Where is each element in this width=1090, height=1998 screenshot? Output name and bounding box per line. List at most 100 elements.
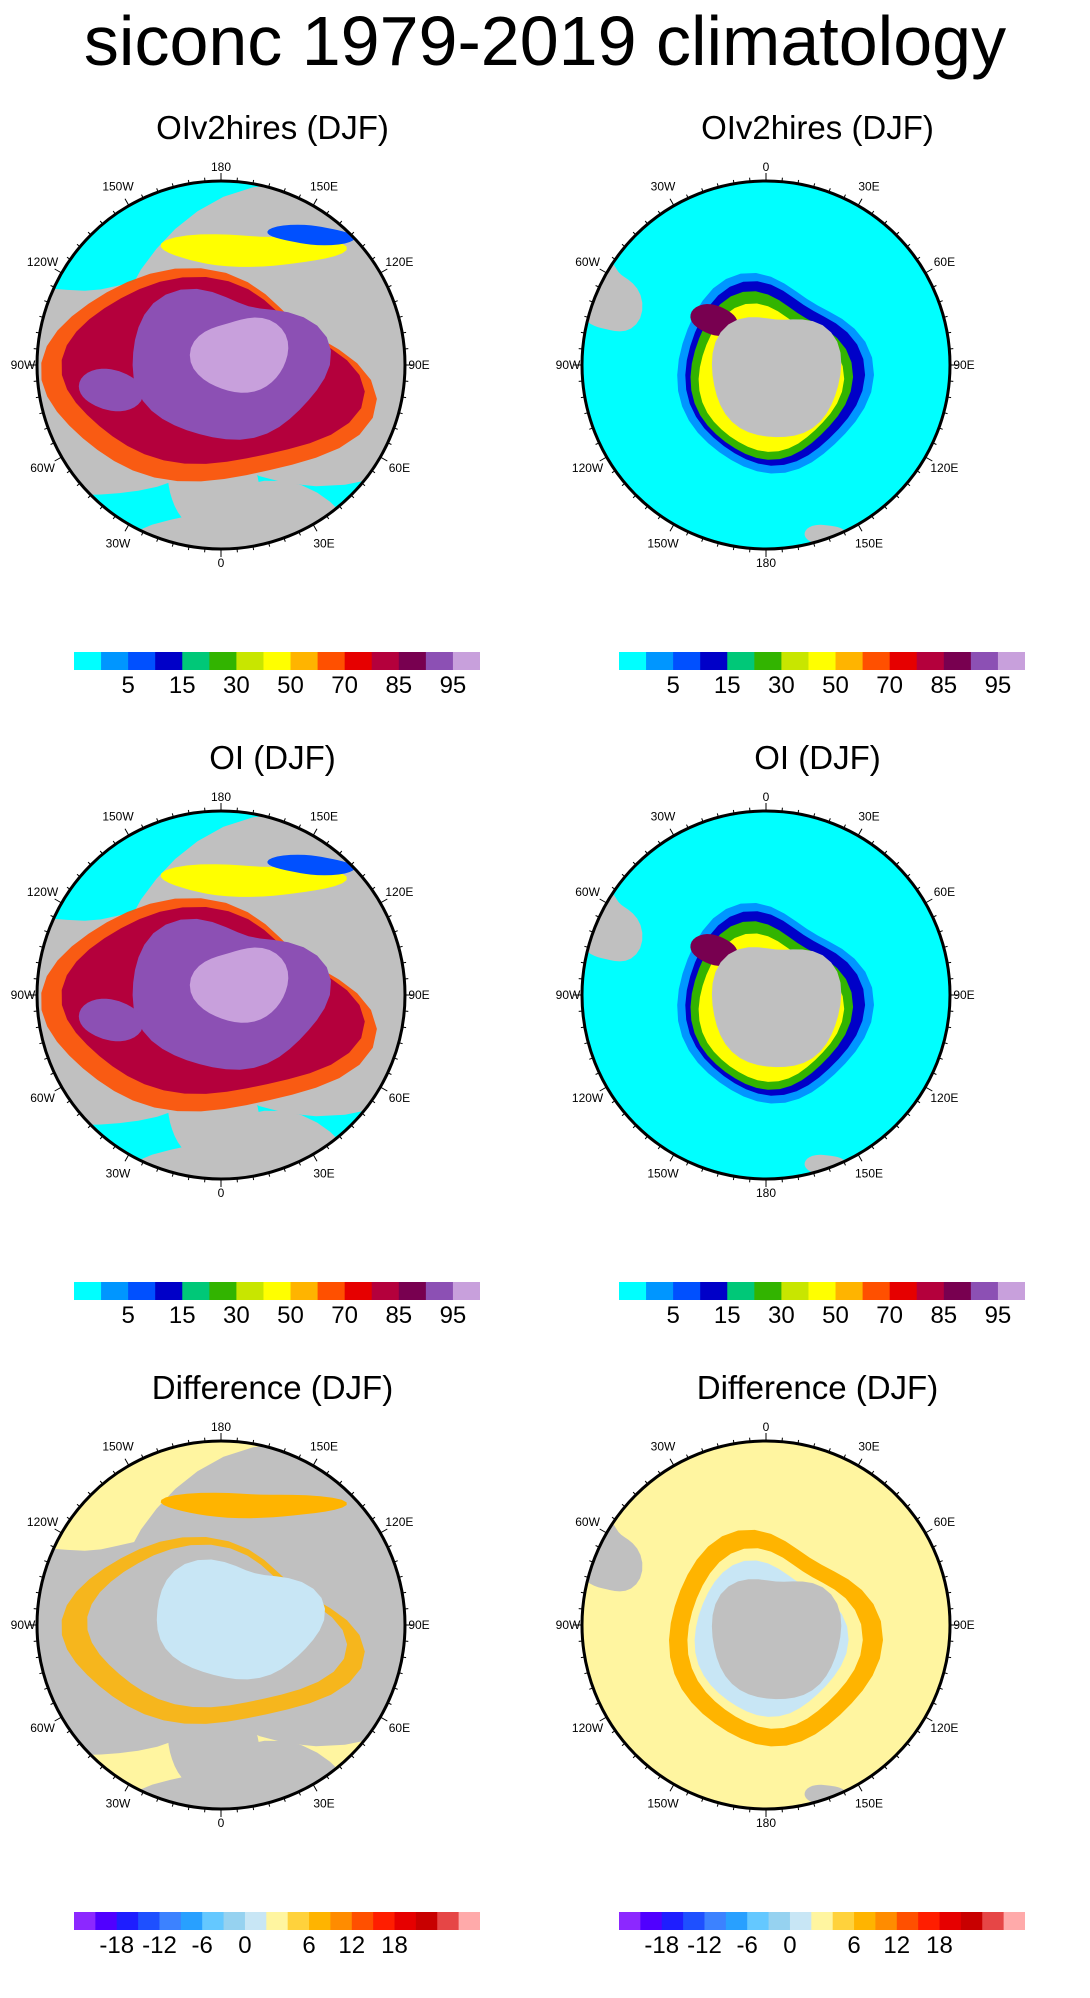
border-tick: [798, 546, 799, 550]
figure-title: siconc 1979-2019 climatology: [0, 2, 1090, 80]
border-tick: [670, 199, 674, 206]
colorbar-swatch: [245, 1912, 267, 1930]
border-tick: [313, 199, 317, 206]
border-tick: [125, 1459, 129, 1466]
longitude-label: 60W: [575, 885, 600, 899]
colorbar-swatch: [944, 652, 972, 670]
colorbar-tick-label: 12: [883, 1932, 910, 1960]
colorbar-tick-label: 95: [985, 1302, 1012, 1330]
border-tick: [925, 269, 932, 273]
border-tick: [188, 180, 189, 184]
longitude-label: 90W: [11, 358, 36, 372]
colorbar-tick-label: 70: [331, 1302, 358, 1330]
longitude-label: 30W: [651, 1440, 676, 1454]
colorbar-swatch: [998, 1282, 1025, 1300]
border-tick: [858, 1154, 862, 1161]
colorbar-swatch: [372, 1282, 400, 1300]
border-tick: [600, 1529, 607, 1533]
longitude-label: 120E: [930, 461, 958, 475]
colorbar-swatch: [236, 652, 264, 670]
border-tick: [798, 1176, 799, 1180]
colorbar-tick-label: 30: [223, 1302, 250, 1330]
colorbar-swatch: [747, 1912, 769, 1930]
colorbar-tick-label: 18: [926, 1932, 953, 1960]
colorbar-tick-label: 95: [440, 1302, 467, 1330]
border-tick: [313, 1784, 317, 1791]
colorbar-swatch: [875, 1912, 897, 1930]
colorbar-swatch: [345, 652, 373, 670]
border-tick: [36, 397, 40, 398]
colorbar-swatch: [181, 1912, 203, 1930]
colorbar-swatch: [74, 652, 102, 670]
border-tick: [188, 1440, 189, 1444]
longitude-label: 60W: [30, 1721, 55, 1735]
longitude-label: 60E: [389, 1721, 410, 1735]
colorbar-tick-label: 70: [876, 1302, 903, 1330]
border-tick: [402, 397, 406, 398]
border-tick: [925, 899, 932, 903]
longitude-label: 0: [218, 556, 225, 570]
colorbar-swatch: [426, 652, 454, 670]
longitude-label: 120W: [27, 885, 59, 899]
land-antarctica: [712, 317, 841, 437]
longitude-label: 150E: [310, 180, 338, 194]
longitude-label: 150E: [310, 1440, 338, 1454]
colorbar-swatch: [781, 1282, 809, 1300]
longitude-label: 30E: [858, 1440, 879, 1454]
longitude-label: 90E: [953, 988, 974, 1002]
colorbar-swatch: [263, 652, 291, 670]
longitude-label: 0: [218, 1816, 225, 1830]
colorbar-tick-label: 5: [666, 672, 679, 700]
border-tick: [798, 1806, 799, 1810]
colorbar-swatch: [395, 1912, 417, 1930]
longitude-label: 120E: [385, 885, 413, 899]
longitude-label: 180: [211, 790, 231, 804]
colorbar-tick-label: 15: [714, 1302, 741, 1330]
colorbar-tick-label: 12: [338, 1932, 365, 1960]
colorbar-swatch: [918, 1912, 940, 1930]
border-tick: [733, 546, 734, 550]
colorbar-swatch: [291, 1282, 319, 1300]
border-tick: [733, 1806, 734, 1810]
colorbar-swatch: [74, 1282, 102, 1300]
border-tick: [55, 1087, 62, 1091]
colorbar-swatch: [263, 1282, 291, 1300]
longitude-label: 0: [218, 1186, 225, 1200]
longitude-label: 180: [756, 1816, 776, 1830]
colorbar-swatch: [288, 1912, 310, 1930]
colorbar-swatch: [769, 1912, 791, 1930]
border-tick: [670, 1784, 674, 1791]
longitude-label: 120E: [385, 255, 413, 269]
longitude-label: 30W: [651, 810, 676, 824]
colorbar-tick-label: 50: [277, 1302, 304, 1330]
border-tick: [947, 1592, 951, 1593]
colorbar-swatch: [836, 652, 864, 670]
border-tick: [581, 332, 585, 333]
colorbar-swatch: [345, 1282, 373, 1300]
colorbar-tick-label: -6: [737, 1932, 758, 1960]
border-tick: [925, 1529, 932, 1533]
border-tick: [55, 1717, 62, 1721]
colorbar-swatch: [74, 1912, 96, 1930]
border-tick: [733, 1176, 734, 1180]
colorbar-swatch: [128, 652, 156, 670]
longitude-label: 90W: [11, 988, 36, 1002]
longitude-label: 120W: [572, 461, 604, 475]
colorbar-swatch: [95, 1912, 117, 1930]
colorbar-swatch: [352, 1912, 374, 1930]
colorbar-tick-label: 6: [302, 1932, 315, 1960]
colorbar-tick-label: 95: [440, 672, 467, 700]
longitude-label: 150E: [855, 536, 883, 550]
border-tick: [380, 457, 387, 461]
colorbar-swatch: [646, 652, 674, 670]
longitude-label: 90W: [556, 358, 581, 372]
colorbar-swatch: [318, 1282, 346, 1300]
colorbar-swatch: [291, 652, 319, 670]
land-antarctica: [712, 947, 841, 1067]
border-tick: [253, 1176, 254, 1180]
